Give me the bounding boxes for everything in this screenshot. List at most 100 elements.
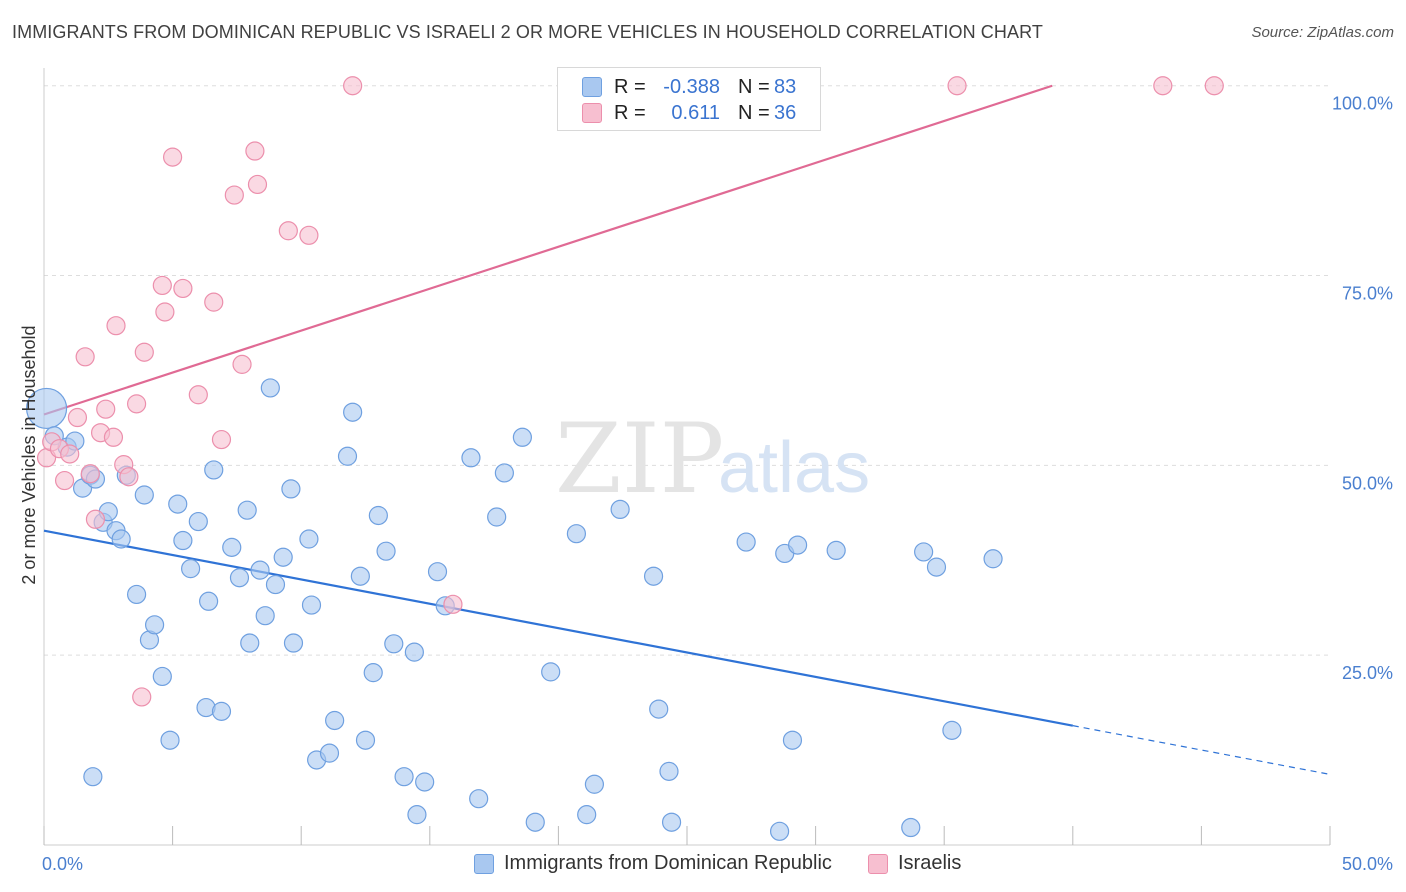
israeli-point: [173, 278, 193, 299]
dominican-point: [134, 485, 154, 505]
dominican-point: [942, 720, 962, 740]
israeli-point: [103, 427, 124, 447]
israeli-point: [204, 292, 224, 312]
israeli-point: [947, 76, 967, 96]
dominican-point: [376, 541, 396, 561]
israeli-point: [85, 509, 106, 529]
dominican-point: [782, 730, 803, 750]
dominican-point: [168, 494, 188, 514]
dominican-point: [350, 566, 370, 586]
chart-title: IMMIGRANTS FROM DOMINICAN REPUBLIC VS IS…: [12, 22, 1043, 42]
dominican-point: [273, 547, 293, 567]
trend-line-dominican: [43, 529, 1074, 727]
dominican-point: [281, 479, 301, 499]
dominican-point: [319, 743, 340, 763]
dominican-point: [649, 699, 669, 719]
israeli-point: [54, 470, 75, 491]
israeli-point: [106, 316, 126, 336]
dominican-point: [914, 542, 934, 562]
dominican-point: [661, 812, 682, 832]
israeli-point: [152, 275, 172, 296]
israeli-point: [75, 347, 95, 367]
israeli-point: [232, 354, 252, 374]
dominican-point: [487, 507, 507, 527]
trend-lines: [43, 84, 1331, 775]
dominican-point: [566, 524, 587, 544]
legend-item-israelis: Israelis: [868, 852, 961, 875]
watermark-atlas: atlas: [718, 428, 870, 508]
dominican-point: [204, 460, 224, 480]
dominican-point: [384, 634, 404, 654]
dominican-point: [211, 701, 232, 721]
dominican-point: [525, 812, 545, 832]
trend-line-extension: [1072, 725, 1331, 775]
legend-swatch-israelis: [868, 853, 888, 874]
x-tick-label: 50.0%: [1342, 854, 1393, 874]
watermark-zip: ZIP: [555, 403, 724, 515]
israeli-point: [60, 444, 80, 464]
r-value: -0.388: [663, 75, 720, 98]
israeli-point: [132, 687, 152, 707]
legend-swatch-dominican: [474, 853, 494, 874]
dominican-point: [111, 529, 131, 549]
y-tick-label: 50.0%: [1342, 473, 1393, 493]
israeli-point: [155, 302, 175, 322]
dominican-point: [260, 378, 280, 398]
tick-labels: 100.0% 75.0% 50.0% 25.0% 0.0% 50.0%: [42, 94, 1393, 874]
dominican-point: [826, 540, 846, 561]
dominican-point: [222, 537, 242, 557]
dominican-point: [461, 448, 481, 468]
dominican-point: [787, 535, 808, 555]
dominican-point: [173, 530, 193, 551]
dominican-point: [160, 730, 180, 750]
legend-item-dominican: Immigrants from Dominican Republic: [474, 852, 832, 875]
legend-row-israelis: R = 0.611 N = 36: [582, 100, 796, 126]
israeli-point: [247, 174, 268, 195]
dominican-point: [301, 595, 322, 615]
dominican-point: [736, 532, 756, 552]
y-tick-label: 75.0%: [1342, 284, 1393, 304]
israeli-point: [343, 76, 363, 96]
legend-label-israelis: Israelis: [898, 852, 962, 874]
dominican-point: [584, 774, 605, 794]
dominican-point: [255, 606, 275, 626]
dominican-point: [343, 402, 363, 422]
dominican-point: [199, 591, 219, 611]
israeli-point: [299, 225, 319, 245]
israeli-point: [1153, 76, 1173, 96]
legend-label-dominican: Immigrants from Dominican Republic: [504, 852, 832, 874]
israeli-point: [224, 185, 244, 205]
dominican-point: [415, 772, 435, 792]
dominican-point: [83, 767, 103, 787]
legend-swatch-israelis: [582, 103, 602, 123]
israeli-point: [443, 594, 463, 614]
israeli-point: [96, 399, 116, 419]
dominican-point: [541, 662, 561, 682]
dominican-point: [299, 529, 319, 549]
watermark: ZIP atlas: [555, 403, 870, 515]
n-value: 83: [774, 75, 797, 98]
israeli-point: [211, 429, 232, 450]
dominican-point: [368, 505, 388, 526]
y-tick-label: 25.0%: [1342, 663, 1393, 683]
israeli-point: [134, 342, 154, 362]
y-tick-label: 100.0%: [1332, 94, 1393, 114]
n-value: 36: [774, 101, 797, 124]
dominican-point: [363, 663, 383, 683]
israeli-point: [126, 394, 147, 414]
dominican-point: [25, 387, 68, 430]
dominican-point: [250, 560, 270, 580]
dominican-point: [983, 549, 1003, 569]
dominican-point: [188, 511, 208, 532]
dominican-point: [265, 574, 286, 595]
dominican-point: [643, 566, 664, 586]
israeli-point: [278, 221, 298, 241]
legend-row-dominican: R = -0.388 N = 83: [582, 74, 796, 100]
dominican-point: [610, 499, 630, 520]
n-label: N =: [738, 101, 770, 124]
dominican-point: [659, 761, 679, 781]
dominican-point: [926, 557, 947, 577]
x-tick-label: 0.0%: [42, 854, 83, 874]
n-label: N =: [738, 75, 770, 98]
